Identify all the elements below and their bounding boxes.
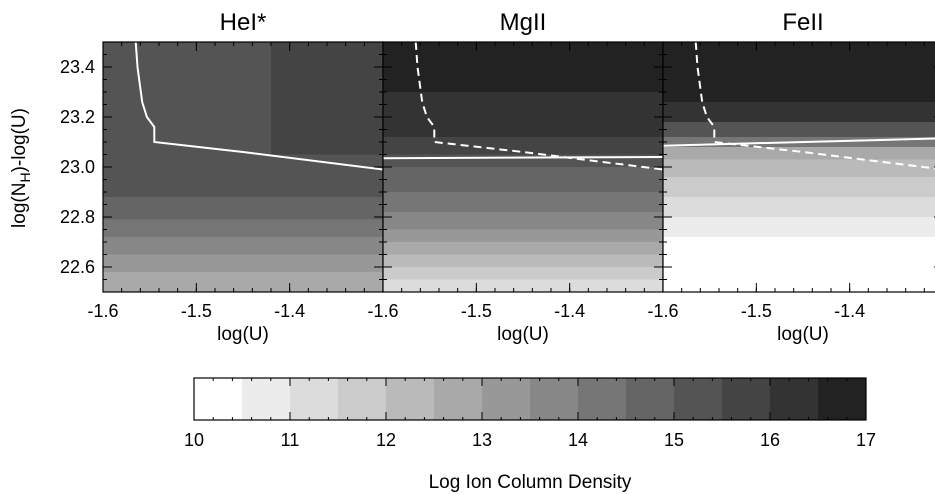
- density-band: [663, 177, 935, 197]
- density-band: [663, 159, 935, 177]
- x-tick-label: -1.4: [554, 301, 585, 321]
- colorbar-swatch: [770, 378, 819, 420]
- x-tick-label: -1.6: [87, 301, 118, 321]
- panel-title: FeII: [782, 9, 823, 36]
- y-axis-label-subscript: H: [17, 172, 33, 182]
- density-band: [663, 147, 935, 160]
- colorbar-tick-label: 10: [184, 430, 204, 450]
- density-band: [103, 272, 383, 292]
- y-tick-label: 23.0: [60, 157, 95, 177]
- colorbar-swatch: [242, 378, 291, 420]
- x-tick-label: -1.6: [367, 301, 398, 321]
- density-band: [383, 242, 663, 255]
- panel-0: -1.6 -1.5 -1.4 22.6 22.8 23.0 23.2 23.4 HeI* log(…: [60, 9, 384, 345]
- density-band: [663, 217, 935, 237]
- colorbar-tick-label: 11: [281, 430, 300, 450]
- y-tick-label: 23.2: [60, 107, 95, 127]
- density-band: [383, 192, 663, 212]
- x-tick-label: -1.4: [274, 301, 305, 321]
- density-band: [103, 197, 383, 220]
- colorbar-swatch: [482, 378, 531, 420]
- dashed-contour: [414, 41, 664, 171]
- x-tick-label: -1.6: [647, 301, 678, 321]
- density-band: [663, 102, 935, 122]
- x-axis-label: log(U): [777, 324, 829, 345]
- density-band: [383, 267, 663, 280]
- density-band: [383, 42, 663, 92]
- panels-layer: -1.6 -1.5 -1.4 22.6 22.8 23.0 23.2 23.4 HeI* log(…: [60, 9, 935, 345]
- density-band: [383, 167, 663, 192]
- y-axis-label: log(NH)-log(U): [9, 108, 33, 228]
- density-band: [663, 122, 935, 137]
- density-band: [103, 219, 383, 237]
- colorbar-swatch: [386, 378, 435, 420]
- colorbar-swatch: [578, 378, 627, 420]
- colorbar-tick-label: 15: [664, 430, 684, 450]
- x-tick-label: -1.5: [461, 301, 492, 321]
- solid-contour: [134, 41, 384, 171]
- x-tick-label: -1.4: [834, 301, 865, 321]
- y-tick-label: 23.4: [60, 57, 95, 77]
- density-band: [383, 212, 663, 230]
- colorbar: 10 11 12 13 14 15 16 17: [184, 377, 876, 450]
- density-band: [663, 237, 935, 292]
- panel-title: HeI*: [220, 9, 267, 36]
- y-axis-label-tail: )-log(U): [9, 108, 30, 172]
- density-band: [663, 42, 935, 102]
- density-patch: [271, 42, 383, 155]
- colorbar-swatch: [530, 378, 579, 420]
- y-axis-label-text: log(NH)-log(U): [9, 108, 33, 228]
- colorbar-swatch: [626, 378, 675, 420]
- colorbar-tick-label: 13: [472, 430, 492, 450]
- dashed-contour: [694, 41, 935, 170]
- y-tick-label: 22.8: [60, 207, 95, 227]
- y-tick-label: 22.6: [60, 257, 95, 277]
- colorbar-tick-label: 17: [856, 430, 876, 450]
- colorbar-swatch: [194, 378, 243, 420]
- panel-2: -1.6 -1.5 -1.4 FeII log(U): [647, 9, 935, 345]
- colorbar-tick-label: 12: [376, 430, 396, 450]
- colorbar-swatch: [338, 378, 387, 420]
- density-band: [103, 254, 383, 272]
- x-axis-label: log(U): [497, 324, 549, 345]
- x-axis-label: log(U): [217, 324, 269, 345]
- density-band: [383, 137, 663, 155]
- colorbar-frame: [193, 377, 867, 421]
- colorbar-tick-label: 16: [760, 430, 780, 450]
- colorbar-swatch: [722, 378, 771, 420]
- density-band: [383, 92, 663, 137]
- y-axis-label-main: log(N: [9, 183, 30, 228]
- density-band: [103, 237, 383, 255]
- solid-contour: [662, 137, 935, 147]
- colorbar-swatch: [290, 378, 339, 420]
- density-band: [663, 197, 935, 217]
- x-tick-label: -1.5: [741, 301, 772, 321]
- panel-title: MgII: [500, 9, 547, 36]
- colorbar-swatch: [434, 378, 483, 420]
- colorbar-label: Log Ion Column Density: [429, 472, 632, 493]
- solid-contour: [382, 156, 664, 160]
- colorbar-swatch: [674, 378, 723, 420]
- colorbar-tick-label: 14: [568, 430, 588, 450]
- density-band: [383, 229, 663, 242]
- colorbar-swatch: [818, 378, 867, 420]
- panel-1: -1.6 -1.5 -1.4 MgII log(U): [367, 9, 664, 345]
- x-tick-label: -1.5: [181, 301, 212, 321]
- density-band: [383, 254, 663, 267]
- density-band: [383, 279, 663, 292]
